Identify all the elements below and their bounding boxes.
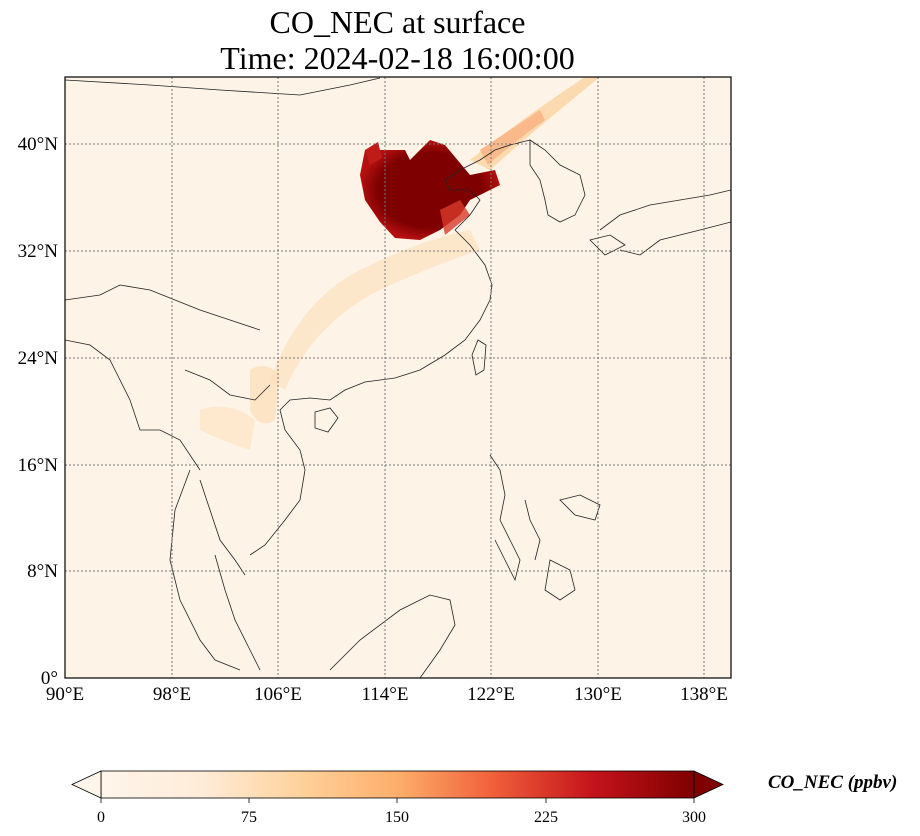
lat-tick-label: 40°N	[18, 134, 59, 155]
lat-tick-label: 8°N	[27, 561, 58, 582]
colorbar-gradient	[100, 770, 695, 799]
lon-tick-label: 130°E	[574, 684, 622, 705]
colorbar-tick-label: 225	[534, 809, 558, 826]
lon-tick-label: 90°E	[46, 684, 84, 705]
colorbar-tick-label: 75	[241, 809, 257, 826]
colorbar: 0 75 150 225 300	[71, 770, 724, 826]
colorbar-tick-label: 300	[682, 809, 706, 826]
map-frame	[64, 76, 732, 679]
concentration-field	[200, 77, 600, 450]
lat-tick-label: 32°N	[18, 241, 59, 262]
lon-tick-label: 98°E	[153, 684, 191, 705]
lon-tick-label: 138°E	[680, 684, 728, 705]
lat-tick-label: 24°N	[18, 348, 59, 369]
colorbar-label: CO_NEC (ppbv)	[768, 772, 898, 793]
colorbar-extend-high	[693, 770, 724, 799]
lat-tick-label: 0°	[41, 668, 58, 689]
map-title-line1: CO_NEC at surface	[269, 4, 526, 40]
map-title-line2: Time: 2024-02-18 16:00:00	[220, 40, 575, 76]
gridlines	[65, 77, 731, 678]
colorbar-tick-label: 150	[385, 809, 409, 826]
colorbar-extend-low	[71, 770, 102, 799]
lon-tick-label: 114°E	[362, 684, 409, 705]
lat-tick-label: 16°N	[18, 455, 59, 476]
coastlines	[65, 77, 731, 678]
lon-tick-label: 106°E	[254, 684, 302, 705]
lon-tick-label: 122°E	[467, 684, 515, 705]
colorbar-tick-label: 0	[97, 809, 105, 826]
